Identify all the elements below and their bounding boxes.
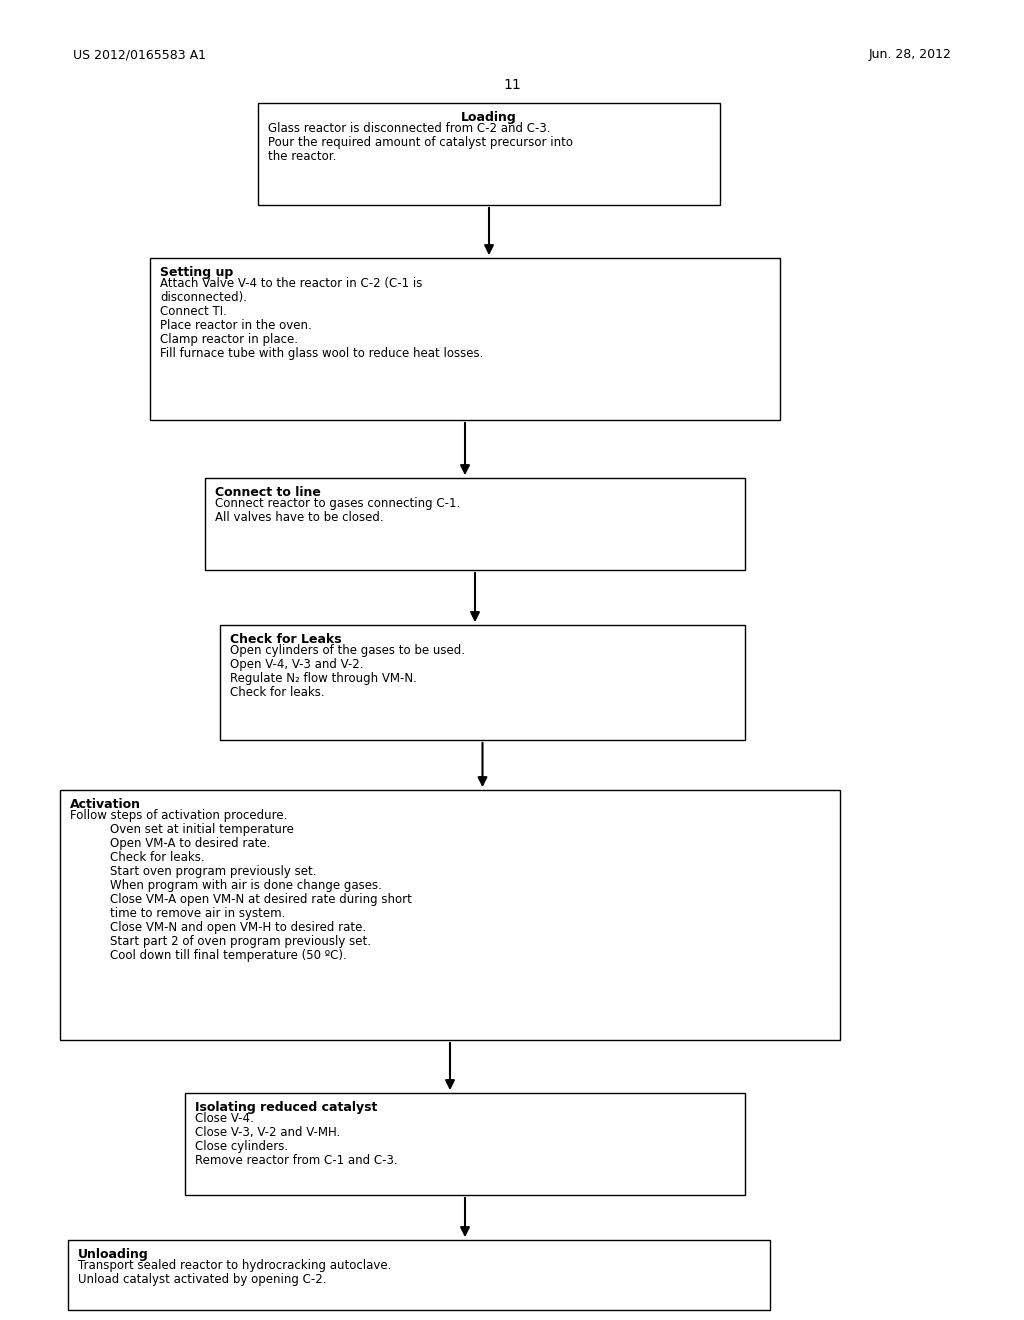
Text: Close VM-A open VM-N at desired rate during short: Close VM-A open VM-N at desired rate dur… (110, 894, 412, 906)
Text: Open VM-A to desired rate.: Open VM-A to desired rate. (110, 837, 270, 850)
Text: Regulate N₂ flow through VM-N.: Regulate N₂ flow through VM-N. (230, 672, 417, 685)
Text: Isolating reduced catalyst: Isolating reduced catalyst (195, 1101, 378, 1114)
Text: Check for leaks.: Check for leaks. (110, 851, 205, 865)
Text: Jun. 28, 2012: Jun. 28, 2012 (868, 48, 951, 61)
Text: Connect to line: Connect to line (215, 486, 321, 499)
Text: Follow steps of activation procedure.: Follow steps of activation procedure. (70, 809, 288, 822)
Text: US 2012/0165583 A1: US 2012/0165583 A1 (73, 48, 206, 61)
Text: Check for leaks.: Check for leaks. (230, 686, 325, 700)
Text: disconnected).: disconnected). (160, 290, 247, 304)
Text: Setting up: Setting up (160, 267, 233, 279)
Text: Connect TI.: Connect TI. (160, 305, 227, 318)
Bar (185, 1093, 745, 1195)
Text: Close V-3, V-2 and V-MH.: Close V-3, V-2 and V-MH. (195, 1126, 340, 1139)
Text: Open V-4, V-3 and V-2.: Open V-4, V-3 and V-2. (230, 657, 364, 671)
Text: Close VM-N and open VM-H to desired rate.: Close VM-N and open VM-H to desired rate… (110, 921, 367, 935)
Text: Start oven program previously set.: Start oven program previously set. (110, 865, 316, 878)
Text: Check for Leaks: Check for Leaks (230, 634, 342, 645)
Text: the reactor.: the reactor. (268, 150, 336, 162)
Text: Unloading: Unloading (78, 1247, 148, 1261)
Text: Pour the required amount of catalyst precursor into: Pour the required amount of catalyst pre… (268, 136, 573, 149)
Text: When program with air is done change gases.: When program with air is done change gas… (110, 879, 382, 892)
Text: Place reactor in the oven.: Place reactor in the oven. (160, 319, 311, 333)
Text: Clamp reactor in place.: Clamp reactor in place. (160, 333, 298, 346)
Bar (60, 789, 840, 1040)
Text: Remove reactor from C-1 and C-3.: Remove reactor from C-1 and C-3. (195, 1154, 397, 1167)
Text: Oven set at initial temperature: Oven set at initial temperature (110, 822, 294, 836)
Text: Unload catalyst activated by opening C-2.: Unload catalyst activated by opening C-2… (78, 1272, 327, 1286)
Bar (258, 103, 720, 205)
Text: Start part 2 of oven program previously set.: Start part 2 of oven program previously … (110, 935, 371, 948)
Text: Close V-4.: Close V-4. (195, 1111, 254, 1125)
Text: 11: 11 (503, 78, 521, 92)
Text: Open cylinders of the gases to be used.: Open cylinders of the gases to be used. (230, 644, 465, 657)
Bar (220, 624, 745, 741)
Text: Cool down till final temperature (50 ºC).: Cool down till final temperature (50 ºC)… (110, 949, 347, 962)
Bar (68, 1239, 770, 1309)
Text: time to remove air in system.: time to remove air in system. (110, 907, 286, 920)
Text: All valves have to be closed.: All valves have to be closed. (215, 511, 384, 524)
Text: Attach Valve V-4 to the reactor in C-2 (C-1 is: Attach Valve V-4 to the reactor in C-2 (… (160, 277, 422, 290)
Bar (205, 478, 745, 570)
Text: Glass reactor is disconnected from C-2 and C-3.: Glass reactor is disconnected from C-2 a… (268, 121, 551, 135)
Text: Close cylinders.: Close cylinders. (195, 1140, 288, 1152)
Bar (150, 257, 780, 420)
Text: Transport sealed reactor to hydrocracking autoclave.: Transport sealed reactor to hydrocrackin… (78, 1259, 391, 1272)
Text: Activation: Activation (70, 799, 141, 810)
Text: Loading: Loading (461, 111, 517, 124)
Text: Connect reactor to gases connecting C-1.: Connect reactor to gases connecting C-1. (215, 498, 460, 510)
Text: Fill furnace tube with glass wool to reduce heat losses.: Fill furnace tube with glass wool to red… (160, 347, 483, 360)
